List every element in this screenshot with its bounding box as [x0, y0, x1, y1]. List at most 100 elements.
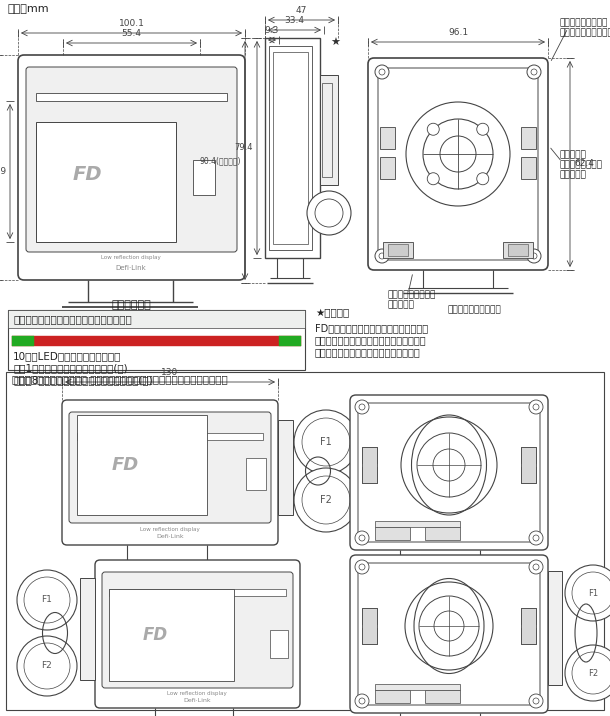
Circle shape: [401, 417, 497, 513]
Bar: [375, 527, 410, 540]
Bar: [521, 447, 536, 483]
Bar: [322, 83, 332, 177]
Text: FD: FD: [143, 626, 168, 644]
FancyBboxPatch shape: [378, 68, 538, 260]
Text: 調光センサー: 調光センサー: [111, 300, 151, 310]
Bar: [36, 93, 227, 101]
Text: 100.1: 100.1: [118, 19, 145, 28]
Bar: [279, 336, 301, 346]
Text: 55.4: 55.4: [121, 29, 142, 38]
Circle shape: [294, 410, 358, 474]
Circle shape: [375, 249, 389, 263]
Bar: [362, 447, 377, 483]
Bar: [362, 467, 377, 483]
Circle shape: [434, 611, 464, 641]
Circle shape: [529, 531, 543, 545]
Text: スイッチ用コネクター: スイッチ用コネクター: [448, 305, 502, 314]
Circle shape: [302, 418, 350, 466]
Bar: [521, 608, 536, 644]
Bar: [375, 684, 460, 690]
Circle shape: [565, 645, 610, 701]
Circle shape: [307, 191, 351, 235]
Circle shape: [355, 400, 369, 414]
Text: 中央の8灯：シーケンシャルインジケーター(赤): 中央の8灯：シーケンシャルインジケーター(赤): [13, 375, 152, 385]
Bar: [508, 244, 528, 256]
FancyBboxPatch shape: [62, 400, 278, 545]
Bar: [375, 690, 410, 703]
Text: F1: F1: [41, 596, 52, 604]
Text: 33.4: 33.4: [284, 16, 304, 25]
Text: 【スイッチ取り付け状態】 スイッチは左右どちらにでも取り付け可能です。: 【スイッチ取り付け状態】 スイッチは左右どちらにでも取り付け可能です。: [12, 374, 228, 384]
Bar: [8, 310, 305, 328]
Circle shape: [527, 249, 541, 263]
Bar: [246, 458, 266, 490]
Text: 62.4: 62.4: [574, 160, 594, 168]
Bar: [375, 521, 460, 527]
Circle shape: [529, 694, 543, 708]
Text: F2: F2: [41, 662, 52, 670]
Bar: [80, 578, 95, 680]
Text: 130: 130: [162, 368, 179, 377]
Bar: [278, 420, 293, 515]
Circle shape: [529, 560, 543, 574]
Text: Low reflection display: Low reflection display: [101, 256, 161, 261]
Circle shape: [419, 596, 479, 656]
Bar: [270, 630, 288, 658]
Bar: [77, 415, 207, 515]
Circle shape: [423, 119, 493, 189]
Text: F2: F2: [320, 495, 332, 505]
Text: メーターハーネス用
コネクター: メーターハーネス用 コネクター: [388, 290, 436, 309]
Circle shape: [355, 531, 369, 545]
Bar: [12, 336, 34, 346]
Text: 47: 47: [296, 6, 307, 15]
Circle shape: [531, 69, 537, 75]
Bar: [265, 38, 320, 258]
Text: 9.3: 9.3: [265, 26, 279, 35]
Text: FD本体は取付金に対して上下に可動で、: FD本体は取付金に対して上下に可動で、: [315, 323, 428, 333]
Text: 両端1灯ずつ：マスターワーニング(緑): 両端1灯ずつ：マスターワーニング(緑): [13, 363, 127, 373]
Circle shape: [477, 123, 489, 135]
Circle shape: [379, 69, 385, 75]
Bar: [269, 46, 312, 250]
Text: ★: ★: [330, 38, 340, 48]
Bar: [425, 527, 460, 540]
Circle shape: [355, 560, 369, 574]
Bar: [521, 467, 536, 483]
Bar: [77, 433, 263, 440]
Text: 10灯のLEDが搭載されています。: 10灯のLEDが搭載されています。: [13, 351, 121, 361]
Bar: [503, 242, 533, 258]
Circle shape: [572, 652, 610, 694]
Circle shape: [531, 253, 537, 259]
Circle shape: [417, 433, 481, 497]
Bar: [109, 589, 286, 596]
Bar: [548, 571, 562, 685]
Bar: [36, 122, 176, 242]
Bar: [425, 690, 460, 703]
Text: 単位：mm: 単位：mm: [8, 4, 49, 14]
FancyBboxPatch shape: [102, 572, 293, 688]
Circle shape: [565, 565, 610, 621]
Bar: [521, 127, 536, 149]
Text: Defi·Link: Defi·Link: [116, 265, 146, 271]
FancyBboxPatch shape: [26, 67, 237, 252]
FancyBboxPatch shape: [368, 58, 548, 270]
Text: Low reflection display: Low reflection display: [140, 526, 200, 531]
Circle shape: [529, 400, 543, 414]
Bar: [388, 244, 408, 256]
Text: F2: F2: [588, 669, 598, 677]
Circle shape: [527, 65, 541, 79]
Bar: [521, 157, 536, 179]
Bar: [362, 608, 377, 624]
Text: 範囲は取り付け方によって異なります。: 範囲は取り付け方によって異なります。: [315, 347, 421, 357]
Circle shape: [405, 582, 493, 670]
FancyBboxPatch shape: [358, 403, 540, 542]
Circle shape: [379, 253, 385, 259]
Circle shape: [406, 102, 510, 206]
Circle shape: [302, 476, 350, 524]
Bar: [273, 52, 308, 244]
Text: 96.1: 96.1: [448, 28, 468, 37]
Text: 前後左右にも傾けることができます。可動: 前後左右にも傾けることができます。可動: [315, 335, 426, 345]
FancyBboxPatch shape: [95, 560, 300, 708]
Bar: [383, 242, 413, 258]
Circle shape: [427, 123, 439, 135]
